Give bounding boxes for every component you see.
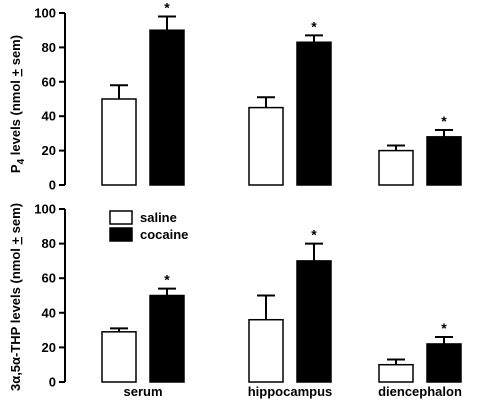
bar-cocaine-hippocampus: [296, 260, 332, 383]
y-tick-label: 80: [42, 236, 56, 251]
y-tick-label: 40: [42, 305, 56, 320]
y-tick-label: 80: [42, 40, 56, 55]
y-tick-label: 0: [49, 178, 56, 193]
bar-saline-serum: [101, 331, 137, 383]
y-tick-label: 100: [34, 6, 56, 21]
bar-cocaine-serum: [149, 294, 185, 383]
bar-saline-hippocampus: [248, 106, 284, 186]
panel-thp: 3α,5α-THP levels (nmol + sem) 0 20 40 60 80 1…: [8, 202, 462, 391]
y-tick-label: 40: [42, 109, 56, 124]
bar-cocaine-diencephalon: [426, 343, 462, 383]
y-tick-label: 0: [49, 375, 56, 390]
y-tick-label: 100: [34, 202, 56, 217]
bar-saline-diencephalon: [378, 149, 414, 186]
legend-label-cocaine: cocaine: [140, 227, 188, 242]
y-tick-label: 20: [42, 340, 56, 355]
y-tick-label: 20: [42, 143, 56, 158]
bar-cocaine-diencephalon: [426, 136, 462, 186]
svg-text:3α,5α-THP levels (nmol + sem): 3α,5α-THP levels (nmol + sem): [8, 203, 23, 391]
bar-cocaine-serum: [149, 29, 185, 186]
significance-star: *: [311, 18, 317, 34]
x-label-serum: serum: [123, 384, 162, 399]
x-label-hippocampus: hippocampus: [248, 384, 333, 399]
significance-star: *: [311, 227, 317, 243]
legend-swatch-saline: [109, 210, 133, 225]
x-axis-labels: serum hippocampus diencephalon: [123, 384, 461, 399]
svg-text:P4 levels (nmol + sem): P4 levels (nmol + sem): [8, 35, 27, 173]
significance-star: *: [164, 0, 170, 15]
legend: saline cocaine: [109, 210, 188, 242]
significance-star: *: [164, 272, 170, 288]
y-axis-label-thp: 3α,5α-THP levels (nmol + sem): [8, 203, 23, 391]
panel-p4: P4 levels (nmol + sem) 0 20 40 60 80 100 * * *: [8, 0, 462, 193]
significance-star: *: [441, 320, 447, 336]
significance-star: *: [441, 113, 447, 129]
y-axis-label-p4: P4 levels (nmol + sem): [8, 35, 27, 173]
legend-swatch-cocaine: [109, 227, 133, 242]
legend-label-saline: saline: [140, 210, 177, 225]
bar-cocaine-hippocampus: [296, 41, 332, 186]
bar-saline-diencephalon: [378, 363, 414, 383]
bar-saline-serum: [101, 98, 137, 186]
y-tick-label: 60: [42, 271, 56, 286]
x-label-diencephalon: diencephalon: [378, 384, 462, 399]
bar-saline-hippocampus: [248, 318, 284, 383]
y-tick-label: 60: [42, 74, 56, 89]
